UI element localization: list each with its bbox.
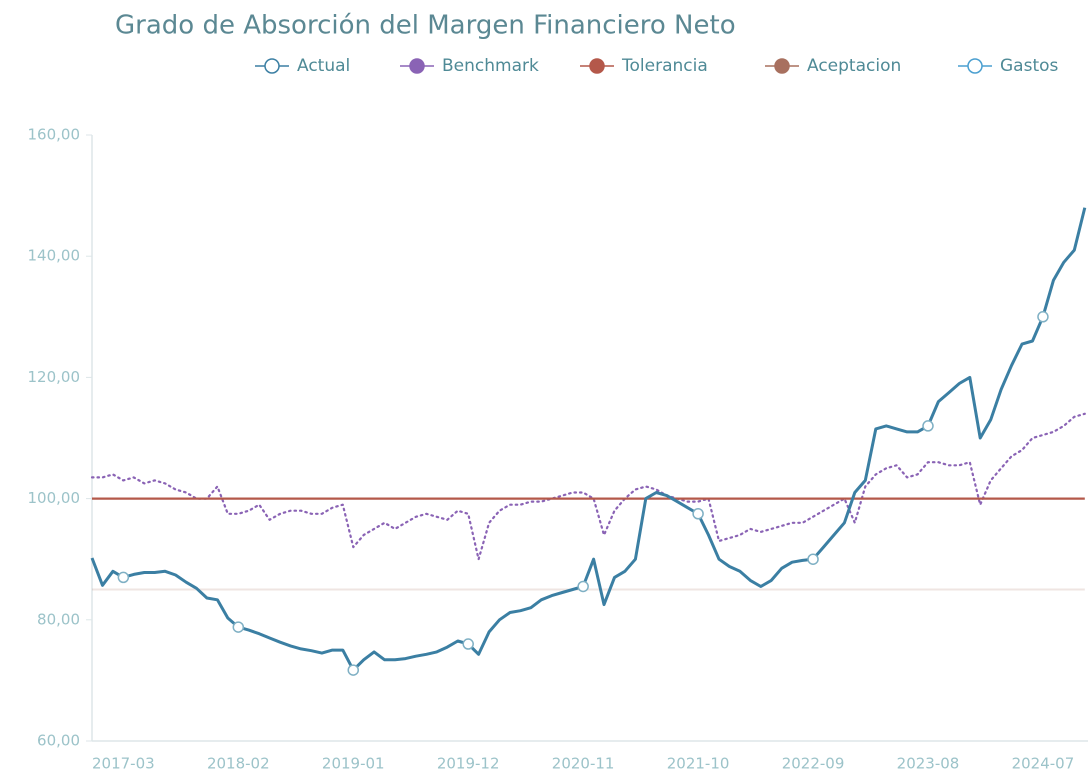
legend-label: Tolerancia — [621, 56, 708, 76]
point-marker — [348, 665, 358, 675]
point-marker — [693, 509, 703, 519]
point-marker — [233, 622, 243, 632]
y-tick-label: 120,00 — [28, 368, 81, 386]
y-tick-label: 60,00 — [37, 732, 80, 750]
series-line — [92, 414, 1085, 559]
x-tick-label: 2022-09 — [782, 755, 845, 773]
legend-marker — [968, 59, 982, 73]
y-tick-label: 80,00 — [37, 610, 80, 628]
x-tick-label: 2019-01 — [322, 755, 385, 773]
y-tick-label: 100,00 — [28, 489, 81, 507]
series-line — [92, 208, 1085, 670]
legend-marker — [265, 59, 279, 73]
chart-title: Grado de Absorción del Margen Financiero… — [115, 11, 736, 41]
legend-label: Gastos — [1000, 56, 1059, 76]
x-tick-label: 2017-03 — [92, 755, 155, 773]
x-tick-label: 2019-12 — [437, 755, 500, 773]
point-marker — [923, 421, 933, 431]
chart: Grado de Absorción del Margen Financiero… — [0, 0, 1090, 775]
point-marker — [1038, 312, 1048, 322]
point-marker — [578, 581, 588, 591]
legend-marker — [410, 59, 424, 73]
x-tick-label: 2024-07 — [1012, 755, 1075, 773]
point-marker — [118, 572, 128, 582]
x-tick-label: 2020-11 — [552, 755, 615, 773]
x-tick-label: 2018-02 — [207, 755, 270, 773]
legend-label: Benchmark — [442, 56, 539, 76]
x-tick-label: 2023-08 — [897, 755, 960, 773]
point-marker — [463, 639, 473, 649]
legend-marker — [775, 59, 789, 73]
y-tick-label: 140,00 — [28, 247, 81, 265]
legend-marker — [590, 59, 604, 73]
y-tick-label: 160,00 — [28, 126, 81, 144]
point-marker — [808, 554, 818, 564]
legend-label: Actual — [297, 56, 350, 76]
x-tick-label: 2021-10 — [667, 755, 730, 773]
legend-label: Aceptacion — [807, 56, 901, 76]
